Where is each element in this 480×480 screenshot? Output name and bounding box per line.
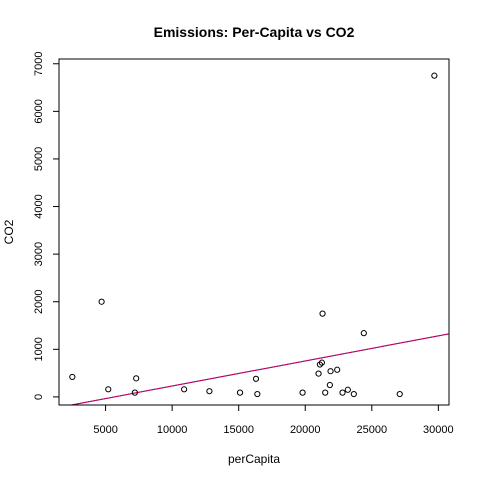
- data-point: [322, 389, 329, 396]
- data-point: [360, 330, 367, 337]
- data-point: [299, 389, 306, 396]
- regression-line-2: [68, 333, 449, 405]
- x-tick-label: 30000: [423, 424, 454, 436]
- data-point: [326, 381, 333, 389]
- y-tick-label: 1000: [33, 337, 45, 361]
- y-axis-label: CO2: [2, 219, 16, 244]
- data-point: [133, 375, 140, 382]
- x-tick-label: 10000: [157, 424, 188, 436]
- data-point: [181, 386, 188, 393]
- regression-lines: [68, 333, 449, 405]
- data-point: [131, 389, 138, 396]
- x-tick-label: 20000: [290, 424, 321, 436]
- data-point: [431, 72, 438, 79]
- data-point: [316, 361, 323, 368]
- x-axis: 5000 10000 15000 20000 25000 30000: [93, 404, 454, 436]
- y-tick-label: 5000: [33, 147, 45, 171]
- x-tick-label: 15000: [223, 424, 254, 436]
- chart-title: Emissions: Per-Capita vs CO2: [154, 24, 355, 40]
- data-point: [105, 386, 112, 393]
- y-axis: 0 1000 2000 3000 4000 5000 6000 7000: [33, 52, 60, 400]
- data-point: [69, 373, 76, 381]
- data-point: [236, 389, 244, 396]
- x-tick-label: 5000: [93, 424, 117, 436]
- data-point: [98, 298, 105, 305]
- data-point: [327, 368, 334, 375]
- data-point: [319, 310, 326, 317]
- data-point: [334, 366, 341, 373]
- data-point: [315, 370, 322, 377]
- y-tick-label: 7000: [33, 52, 45, 76]
- data-point: [350, 390, 357, 398]
- data-point: [252, 375, 260, 382]
- data-points: [69, 72, 438, 398]
- data-point: [339, 389, 346, 396]
- y-tick-label: 3000: [33, 242, 45, 266]
- y-tick-label: 6000: [33, 99, 45, 123]
- x-axis-label: perCapita: [228, 452, 280, 466]
- x-tick-label: 25000: [357, 424, 388, 436]
- data-point: [254, 390, 261, 398]
- y-tick-label: 2000: [33, 289, 45, 313]
- data-point: [396, 390, 403, 398]
- plot-frame: [58, 58, 450, 406]
- data-point: [318, 359, 325, 366]
- y-tick-label: 4000: [33, 194, 45, 218]
- data-point: [344, 386, 351, 393]
- data-point: [206, 388, 213, 395]
- y-tick-label: 0: [33, 394, 45, 400]
